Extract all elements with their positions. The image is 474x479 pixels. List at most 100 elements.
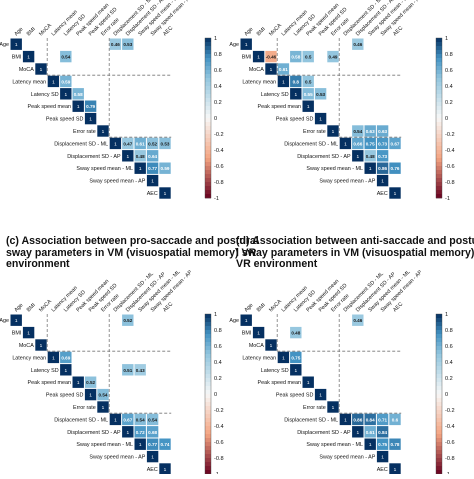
row-label: AEC	[147, 191, 158, 197]
row-label: Error rate	[73, 405, 96, 411]
colorbar-segment	[205, 102, 211, 107]
matrix-cell	[327, 50, 339, 63]
colorbar-segment	[436, 38, 442, 43]
diagonal-value: 1	[294, 368, 297, 374]
row-label: Age	[0, 318, 9, 324]
colorbar-segment	[436, 166, 442, 171]
cell-value: 0.48	[366, 154, 375, 159]
colorbar-segment	[436, 398, 442, 403]
diagonal-value: 1	[151, 455, 154, 461]
colorbar-segment	[205, 406, 211, 411]
diagonal-value: 1	[369, 442, 372, 448]
matrix-cell	[302, 50, 314, 63]
matrix-cell	[364, 137, 376, 150]
colorbar-tick-label: -0.2	[445, 408, 455, 414]
colorbar-tick-label: -0.4	[445, 148, 455, 154]
diagonal-value: 1	[64, 92, 67, 98]
cell-value: 0.71	[378, 417, 387, 422]
diagonal-value: 1	[164, 467, 167, 473]
diagonal-cell	[60, 88, 72, 100]
colorbar-segment	[205, 374, 211, 379]
row-label: Error rate	[303, 129, 326, 135]
diagonal-cell	[109, 413, 122, 426]
colorbar-segment	[436, 406, 442, 411]
colorbar-segment	[205, 426, 211, 431]
colorbar-segment	[436, 438, 442, 443]
row-label: AEC	[377, 191, 388, 197]
matrix-cell	[376, 150, 389, 162]
diagonal-value: 1	[77, 380, 80, 386]
colorbar-segment	[205, 386, 211, 391]
colorbar-segment	[205, 466, 211, 471]
diagonal-cell	[302, 100, 314, 112]
matrix-cell	[146, 438, 159, 450]
colorbar-segment	[436, 418, 442, 423]
cell-value: 0.75	[291, 355, 300, 360]
diagonal-value: 1	[15, 318, 18, 324]
row-label: Latency mean	[242, 79, 276, 85]
row-label: Error rate	[303, 405, 326, 411]
colorbar-segment	[436, 186, 442, 191]
colorbar-tick-label: 0	[214, 392, 217, 398]
colorbar-segment	[205, 46, 211, 51]
diagonal-cell	[35, 63, 47, 75]
cell-value: 0.84	[378, 430, 387, 435]
row-label: Displacement SD - ML	[284, 417, 338, 423]
diagonal-cell	[72, 100, 84, 112]
diagonal-cell	[22, 50, 35, 63]
cell-value: 0.75	[366, 141, 375, 146]
panel-c-matrix: 1 1 1 1 1 1 1 1 1 1 1 1 1 0.52 0.69 0.51 0.43 0.52 0.54 0.6…	[0, 269, 224, 478]
colorbar-segment	[205, 354, 211, 359]
colorbar-tick-label: 1	[214, 312, 217, 318]
column-label: MoCA	[268, 22, 283, 37]
colorbar-segment	[205, 150, 211, 155]
matrix-cell	[122, 413, 134, 426]
cell-value: 0.67	[391, 141, 400, 146]
matrix-cell	[134, 426, 146, 438]
matrix-cell	[84, 100, 97, 112]
title-line: l sway parameters in VM (visuospatial me…	[236, 246, 474, 259]
diagonal-cell	[84, 112, 97, 125]
colorbar-tick-label: -0.6	[214, 440, 224, 446]
matrix-cell	[134, 413, 146, 426]
colorbar-tick-label: -0.8	[445, 180, 455, 186]
matrix-cell	[60, 351, 72, 364]
colorbar-segment	[205, 126, 211, 131]
colorbar-segment	[436, 78, 442, 83]
colorbar-segment	[436, 58, 442, 63]
diagonal-cell	[327, 125, 339, 137]
colorbar-segment	[436, 446, 442, 451]
row-label: BMI	[242, 55, 252, 61]
colorbar-segment	[436, 454, 442, 459]
cell-value: 0.68	[148, 430, 157, 435]
matrix-cell	[302, 75, 314, 88]
colorbar-segment	[436, 150, 442, 155]
colorbar-segment	[436, 190, 442, 195]
title-line: (d) Association between anti-saccade and…	[236, 235, 474, 247]
colorbar-segment	[205, 74, 211, 79]
diagonal-cell	[122, 426, 134, 438]
panel-d-title: (d) Association between anti-saccade and…	[236, 235, 474, 271]
matrix-cell	[376, 137, 389, 150]
colorbar-segment	[205, 318, 211, 323]
colorbar-segment	[436, 318, 442, 323]
diagonal-value: 1	[344, 141, 347, 147]
colorbar-tick-label: 1	[445, 312, 448, 318]
colorbar-segment	[205, 94, 211, 99]
column-label: BMI	[26, 26, 37, 37]
cell-value: 0.86	[378, 166, 387, 171]
row-label: Displacement SD - ML	[54, 141, 108, 147]
cell-value: 0.54	[61, 55, 70, 60]
matrix-cell	[376, 426, 389, 438]
colorbar-segment	[205, 162, 211, 167]
colorbar-tick-label: 0.6	[214, 344, 222, 350]
row-label: Latency mean	[12, 355, 46, 361]
cell-value: 0.61	[136, 141, 145, 146]
row-label: Peak speed SD	[276, 393, 314, 399]
diagonal-value: 1	[77, 104, 80, 110]
colorbar-segment	[205, 174, 211, 179]
colorbar-segment	[205, 370, 211, 375]
colorbar-segment	[205, 58, 211, 63]
colorbar-segment	[436, 430, 442, 435]
colorbar-segment	[436, 82, 442, 87]
